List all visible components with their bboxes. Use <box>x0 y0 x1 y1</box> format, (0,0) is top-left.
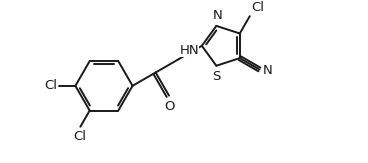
Text: HN: HN <box>180 44 199 57</box>
Text: N: N <box>212 9 222 22</box>
Text: Cl: Cl <box>45 79 57 92</box>
Text: O: O <box>165 100 175 113</box>
Text: Cl: Cl <box>73 130 86 143</box>
Text: Cl: Cl <box>252 1 265 14</box>
Text: N: N <box>262 64 272 77</box>
Text: S: S <box>212 70 220 82</box>
